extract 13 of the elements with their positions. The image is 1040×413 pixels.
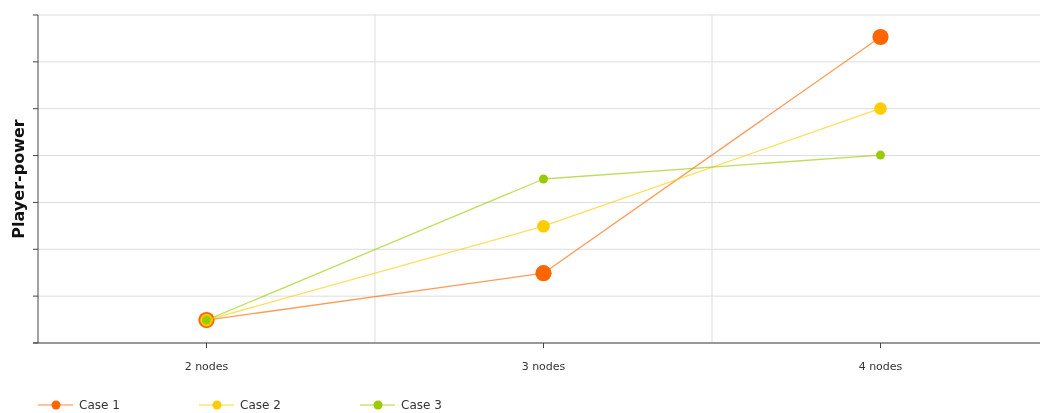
point <box>537 219 550 233</box>
x-tick-label: 2 nodes <box>184 360 229 373</box>
legend-label: Case 3 <box>401 398 442 412</box>
point <box>539 174 548 184</box>
point <box>876 150 885 160</box>
legend-label: Case 1 <box>79 398 120 412</box>
point <box>874 102 887 115</box>
y-axis-title: Player-power <box>9 119 28 239</box>
point <box>872 28 889 46</box>
point <box>535 265 552 282</box>
x-tick-label: 3 nodes <box>521 360 566 373</box>
x-tick-label: 4 nodes <box>858 360 903 373</box>
legend-label: Case 2 <box>240 398 281 412</box>
